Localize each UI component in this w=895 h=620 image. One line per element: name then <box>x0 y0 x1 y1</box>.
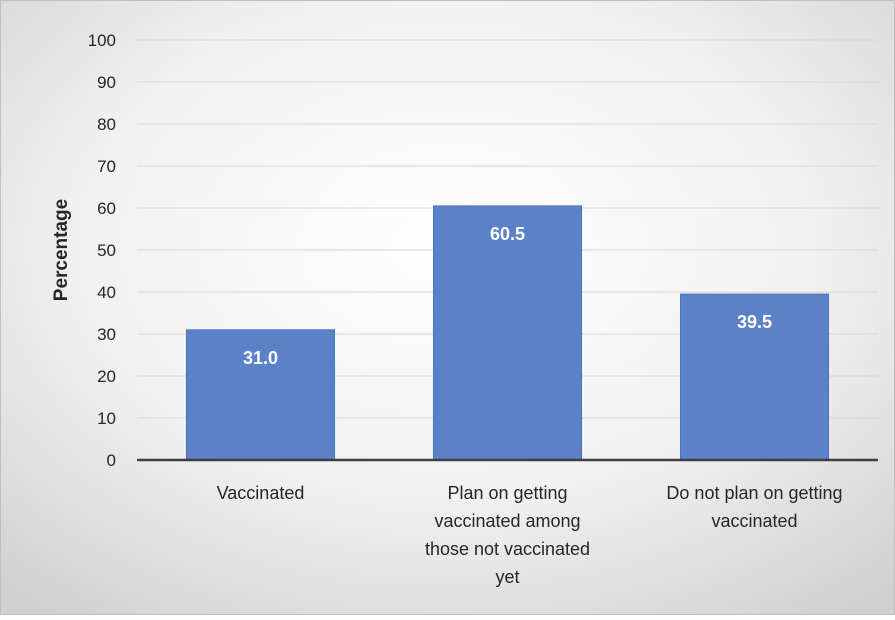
x-tick-label: vaccinated among <box>434 511 580 531</box>
y-tick-label: 30 <box>97 325 116 344</box>
y-tick-label: 20 <box>97 367 116 386</box>
bar <box>433 205 582 461</box>
data-label: 60.5 <box>490 224 525 244</box>
x-tick-label: Vaccinated <box>217 483 305 503</box>
x-tick-label: those not vaccinated <box>425 539 590 559</box>
x-tick-label: Plan on getting <box>447 483 567 503</box>
y-tick-label: 0 <box>107 451 116 470</box>
y-tick-label: 90 <box>97 73 116 92</box>
bar <box>680 293 829 461</box>
y-tick-label: 100 <box>88 31 116 50</box>
data-label: 39.5 <box>737 312 772 332</box>
x-tick-label: Do not plan on getting <box>666 483 842 503</box>
x-tick-label: vaccinated <box>711 511 797 531</box>
y-tick-label: 80 <box>97 115 116 134</box>
y-tick-label: 10 <box>97 409 116 428</box>
labels: 0 10 20 30 40 50 60 70 80 90 100 31.0 Vaccinated 60.5… <box>88 31 843 587</box>
bar <box>186 329 335 461</box>
y-axis-title: Percentage <box>51 199 72 301</box>
x-tick-label: yet <box>495 567 519 587</box>
y-tick-label: 60 <box>97 199 116 218</box>
y-tick-label: 40 <box>97 283 116 302</box>
y-tick-label: 70 <box>97 157 116 176</box>
y-tick-label: 50 <box>97 241 116 260</box>
data-label: 31.0 <box>243 348 278 368</box>
